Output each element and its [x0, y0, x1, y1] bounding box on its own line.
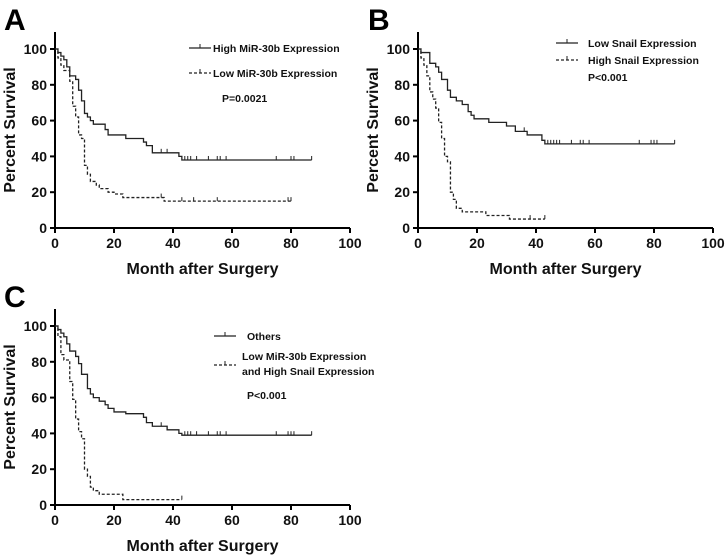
series-2: High Snail Expression — [418, 48, 699, 220]
x-tick-label: 80 — [646, 235, 662, 251]
y-tick-label: 0 — [402, 220, 410, 236]
legend-label: and High Snail Expression — [242, 366, 374, 378]
panel-b: B 0 20 40 60 80 100 0 20 40 60 80 100 Month after Sur… — [365, 4, 725, 278]
x-tick-label: 100 — [338, 235, 362, 251]
y-tick-label: 80 — [31, 354, 47, 370]
y-tick-label: 100 — [24, 318, 48, 334]
x-tick-label: 40 — [165, 235, 181, 251]
survival-curve — [418, 48, 545, 220]
series-2: Low MiR-30b Expression and High Snail Exp… — [55, 325, 374, 501]
x-tick-label: 0 — [51, 235, 59, 251]
y-tick-label: 40 — [31, 148, 47, 164]
p-value-annotation: P<0.001 — [247, 390, 287, 402]
survival-curve — [55, 48, 291, 202]
legend-label: High Snail Expression — [588, 55, 699, 67]
x-tick-label: 60 — [224, 512, 240, 528]
y-tick-label: 0 — [39, 497, 47, 513]
y-tick-label: 100 — [387, 41, 411, 57]
legend-label: High MiR-30b Expression — [213, 43, 340, 55]
legend-label: Others — [247, 331, 281, 343]
series-1: Low Snail Expression — [418, 38, 697, 145]
x-axis-title: Month after Surgery — [489, 261, 641, 278]
x-tick-label: 0 — [51, 512, 59, 528]
legend-label: Low MiR-30b Expression — [213, 68, 337, 80]
panel-a: A 0 20 40 60 80 100 0 20 40 60 80 100 Month after Sur… — [2, 4, 362, 278]
x-tick-label: 20 — [106, 512, 122, 528]
series-1: Others — [55, 325, 313, 436]
survival-curve — [55, 48, 312, 161]
y-tick-label: 60 — [394, 113, 410, 129]
survival-curve — [55, 325, 182, 501]
x-tick-label: 100 — [338, 512, 362, 528]
panel-letter: C — [4, 281, 26, 314]
x-axis-title: Month after Surgery — [126, 261, 278, 278]
x-tick-label: 40 — [528, 235, 544, 251]
x-tick-label: 80 — [283, 235, 299, 251]
x-tick-label: 100 — [701, 235, 725, 251]
x-tick-label: 60 — [224, 235, 240, 251]
panel-letter: B — [368, 4, 390, 37]
x-axis-title: Month after Surgery — [126, 538, 278, 555]
y-tick-label: 20 — [394, 184, 410, 200]
y-tick-label: 60 — [31, 390, 47, 406]
x-tick-label: 40 — [165, 512, 181, 528]
y-tick-label: 40 — [31, 425, 47, 441]
x-tick-label: 20 — [106, 235, 122, 251]
y-axis-title: Percent Survival — [2, 67, 19, 192]
x-tick-label: 60 — [587, 235, 603, 251]
y-tick-label: 80 — [394, 77, 410, 93]
survival-curve — [55, 325, 312, 436]
y-axis-title: Percent Survival — [2, 344, 19, 469]
y-tick-label: 20 — [31, 461, 47, 477]
x-tick-label: 20 — [469, 235, 485, 251]
y-tick-label: 40 — [394, 148, 410, 164]
survival-curve — [418, 48, 675, 145]
legend-label: Low Snail Expression — [588, 38, 697, 50]
legend-label: Low MiR-30b Expression — [242, 351, 366, 363]
x-tick-label: 80 — [283, 512, 299, 528]
y-tick-label: 100 — [24, 41, 48, 57]
panel-letter: A — [4, 4, 26, 37]
series-2: Low MiR-30b Expression — [55, 48, 337, 202]
y-tick-label: 20 — [31, 184, 47, 200]
p-value-annotation: P=0.0021 — [222, 93, 267, 105]
y-tick-label: 80 — [31, 77, 47, 93]
p-value-annotation: P<0.001 — [588, 72, 628, 84]
panel-c: C 0 20 40 60 80 100 0 20 40 60 80 100 Month after Sur… — [2, 281, 374, 555]
series-1: High MiR-30b Expression — [55, 43, 340, 161]
y-tick-label: 60 — [31, 113, 47, 129]
x-tick-label: 0 — [414, 235, 422, 251]
y-axis-title: Percent Survival — [365, 67, 382, 192]
y-tick-label: 0 — [39, 220, 47, 236]
